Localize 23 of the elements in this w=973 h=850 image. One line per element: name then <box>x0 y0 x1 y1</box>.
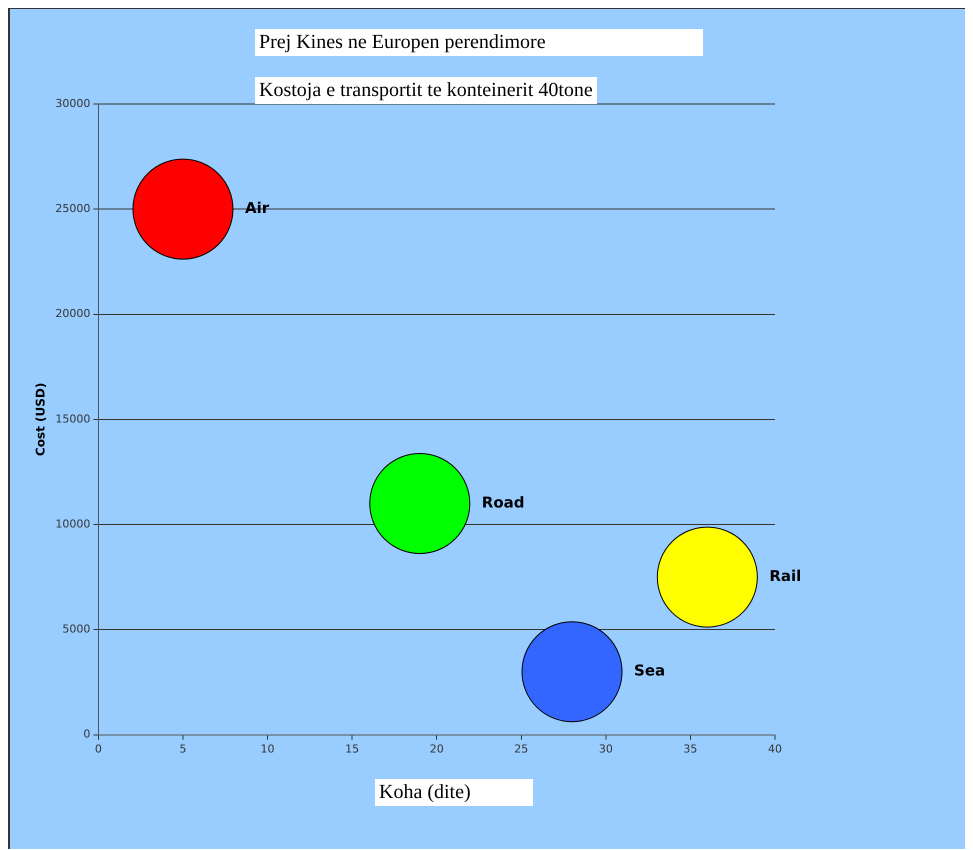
y-tick-label: 0 <box>83 728 90 741</box>
x-tick-label: 15 <box>345 742 360 756</box>
chart-subtitle: Kostoja e transportit te konteinerit 40tone <box>255 77 597 104</box>
x-tick-label: 20 <box>430 742 444 756</box>
series-label: Road <box>482 493 524 512</box>
x-tick-label: 5 <box>179 742 186 756</box>
x-tick-label: 30 <box>598 742 613 756</box>
chart-title: Prej Kines ne Europen perendimore <box>255 29 703 56</box>
y-tick-label: 30000 <box>55 96 90 110</box>
y-tick-label: 20000 <box>55 307 90 320</box>
y-axis-title: Cost (USD) <box>33 382 48 456</box>
x-tick-label: 0 <box>94 742 102 756</box>
y-tick-label: 25000 <box>55 202 90 215</box>
x-axis-title: Koha (dite) <box>375 779 533 806</box>
y-tick-label: 10000 <box>55 517 90 530</box>
x-tick-label: 35 <box>683 742 698 756</box>
x-tick-label: 40 <box>768 742 782 756</box>
y-tick-label: 5000 <box>62 622 90 636</box>
series-label: Sea <box>634 662 666 680</box>
x-tick-label: 25 <box>514 742 528 756</box>
series-label: Rail <box>769 566 802 585</box>
x-tick-label: 10 <box>260 742 275 756</box>
y-tick-label: 15000 <box>55 412 90 426</box>
